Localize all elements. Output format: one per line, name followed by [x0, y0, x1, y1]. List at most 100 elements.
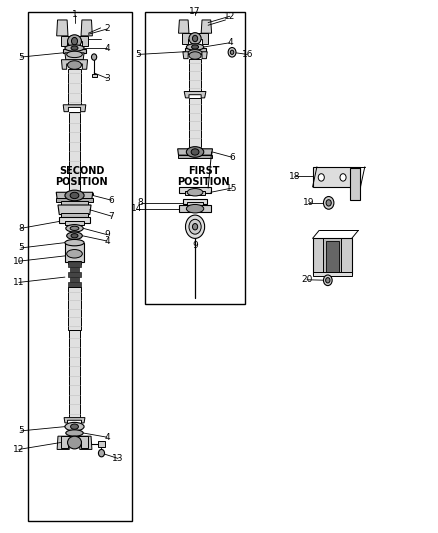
Polygon shape: [63, 105, 86, 112]
Bar: [183, 199, 207, 204]
Ellipse shape: [323, 197, 334, 209]
Bar: [68, 282, 81, 287]
Polygon shape: [178, 149, 212, 155]
Bar: [59, 216, 90, 223]
Text: 7: 7: [109, 212, 114, 221]
Bar: [92, 74, 97, 77]
Ellipse shape: [70, 192, 79, 199]
Ellipse shape: [189, 219, 201, 234]
Text: 4: 4: [104, 237, 110, 246]
Text: 9: 9: [192, 241, 198, 250]
Ellipse shape: [318, 174, 324, 181]
Ellipse shape: [230, 50, 234, 54]
Text: 20: 20: [301, 275, 313, 284]
Bar: [189, 98, 201, 150]
Bar: [68, 272, 81, 277]
Text: 6: 6: [109, 196, 114, 205]
Text: 2: 2: [104, 25, 110, 34]
Ellipse shape: [71, 46, 78, 50]
Ellipse shape: [92, 54, 97, 60]
Ellipse shape: [228, 47, 236, 57]
Polygon shape: [80, 436, 92, 449]
Text: 1: 1: [72, 10, 78, 19]
Polygon shape: [179, 20, 189, 33]
Text: 6: 6: [229, 153, 235, 162]
Polygon shape: [201, 20, 212, 33]
Ellipse shape: [323, 275, 332, 286]
Ellipse shape: [67, 51, 82, 58]
Polygon shape: [58, 205, 91, 215]
Bar: [180, 205, 211, 213]
Text: 15: 15: [226, 183, 238, 192]
Ellipse shape: [185, 215, 205, 238]
Text: 11: 11: [13, 278, 25, 287]
Bar: [63, 49, 86, 53]
Text: 5: 5: [18, 244, 24, 253]
Ellipse shape: [192, 223, 198, 230]
Ellipse shape: [70, 226, 79, 230]
Ellipse shape: [65, 422, 84, 431]
Bar: [68, 69, 81, 105]
Bar: [67, 261, 81, 264]
Ellipse shape: [71, 424, 78, 429]
Text: FIRST
POSITION: FIRST POSITION: [177, 166, 230, 188]
Text: 3: 3: [104, 74, 110, 83]
Polygon shape: [61, 60, 88, 69]
Ellipse shape: [66, 224, 83, 232]
Bar: [70, 267, 79, 272]
Polygon shape: [182, 33, 208, 44]
Text: 13: 13: [112, 454, 124, 463]
Bar: [180, 187, 211, 193]
Text: 10: 10: [13, 257, 25, 265]
Bar: [68, 262, 81, 267]
Text: 4: 4: [227, 38, 233, 47]
Text: 12: 12: [224, 12, 236, 21]
Ellipse shape: [192, 35, 198, 42]
Ellipse shape: [191, 149, 199, 155]
Bar: [325, 241, 339, 272]
Polygon shape: [183, 52, 207, 59]
Text: 5: 5: [136, 50, 141, 59]
Text: 4: 4: [104, 433, 110, 442]
Bar: [178, 155, 212, 158]
Text: 4: 4: [104, 44, 110, 53]
Ellipse shape: [189, 52, 201, 59]
Bar: [313, 167, 360, 187]
Bar: [323, 238, 341, 274]
Bar: [69, 112, 80, 193]
Ellipse shape: [71, 233, 78, 238]
Ellipse shape: [188, 50, 202, 56]
Bar: [67, 287, 81, 330]
Bar: [56, 198, 93, 202]
Ellipse shape: [67, 35, 81, 47]
Bar: [185, 47, 205, 52]
Polygon shape: [60, 36, 88, 46]
Ellipse shape: [326, 200, 331, 206]
Text: 12: 12: [13, 445, 25, 454]
Ellipse shape: [67, 61, 81, 69]
Polygon shape: [56, 192, 93, 199]
Ellipse shape: [67, 232, 82, 239]
Ellipse shape: [71, 37, 78, 45]
Text: 17: 17: [189, 7, 201, 17]
Bar: [61, 214, 88, 216]
Text: SECOND
POSITION: SECOND POSITION: [56, 166, 108, 188]
Text: 8: 8: [138, 198, 144, 207]
Ellipse shape: [66, 430, 83, 436]
Text: 18: 18: [290, 172, 301, 181]
Bar: [145, 12, 245, 304]
Bar: [65, 221, 84, 225]
Ellipse shape: [186, 147, 204, 157]
Ellipse shape: [340, 174, 346, 181]
Text: 8: 8: [18, 224, 24, 233]
Bar: [185, 191, 205, 196]
Ellipse shape: [325, 278, 330, 283]
Text: 5: 5: [18, 426, 24, 435]
Text: 9: 9: [104, 230, 110, 239]
Ellipse shape: [67, 249, 82, 258]
Bar: [189, 59, 201, 92]
Text: 16: 16: [241, 50, 253, 59]
Bar: [70, 277, 79, 282]
Text: 5: 5: [18, 53, 24, 62]
Ellipse shape: [191, 45, 198, 49]
